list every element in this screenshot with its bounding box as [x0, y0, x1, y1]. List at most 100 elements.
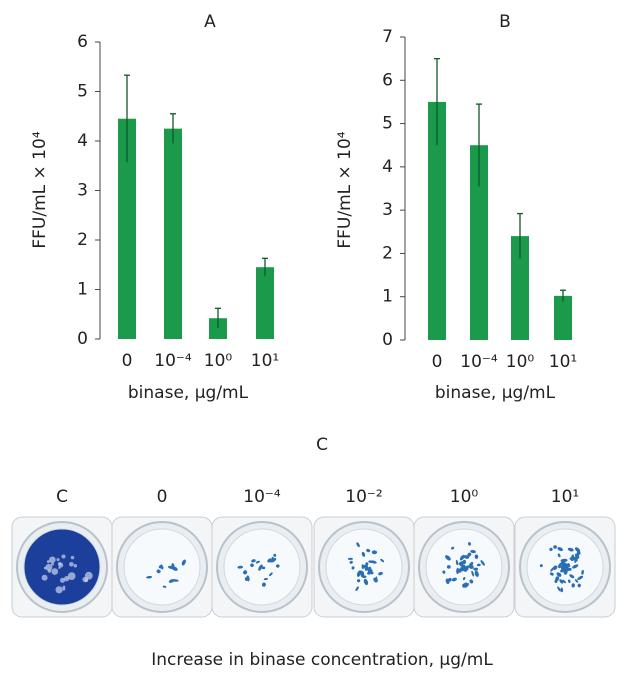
focus [467, 552, 472, 557]
chart-title: B [499, 12, 511, 32]
focus [371, 550, 378, 555]
focus [474, 554, 479, 559]
focus [560, 569, 565, 573]
focus [471, 570, 475, 577]
focus [181, 559, 186, 566]
focus [361, 551, 366, 557]
focus [470, 549, 476, 554]
well-spot [67, 572, 76, 581]
focus [378, 571, 383, 576]
bar [470, 145, 488, 340]
y-tick-label: 5 [77, 82, 88, 102]
focus [364, 566, 370, 571]
focus [160, 564, 164, 570]
focus [480, 560, 485, 566]
bar [118, 118, 136, 339]
y-axis-label: FFU/mL × 10⁴ [335, 131, 355, 248]
focus [577, 575, 584, 581]
focus [577, 583, 581, 588]
focus [367, 571, 371, 575]
x-tick-label: 10⁰ [204, 351, 233, 371]
y-tick-label: 2 [77, 230, 88, 250]
focus [463, 555, 470, 559]
focus [557, 547, 563, 552]
y-axis-label: FFU/mL × 10⁴ [30, 131, 50, 248]
focus [574, 556, 578, 564]
x-tick-label: 10¹ [251, 351, 279, 371]
focus [574, 579, 579, 583]
well-spot [70, 555, 75, 560]
well-spot [47, 569, 52, 573]
focus [559, 579, 564, 584]
well-spot [84, 571, 93, 580]
focus [355, 586, 359, 592]
focus [363, 578, 369, 586]
focus [462, 577, 466, 581]
focus [459, 554, 465, 561]
focus [380, 558, 385, 563]
y-tick-label: 6 [382, 70, 393, 90]
focus [557, 586, 561, 592]
focus [563, 570, 568, 575]
well-spot [45, 563, 53, 571]
focus [347, 557, 353, 560]
focus [243, 570, 248, 575]
well-spot [51, 562, 54, 566]
panel-title: C [316, 435, 328, 455]
well-spot [57, 561, 62, 566]
focus [473, 567, 479, 571]
x-tick-label: 10¹ [549, 352, 577, 372]
focus [553, 565, 558, 570]
y-tick-label: 7 [382, 27, 393, 47]
focus [556, 572, 562, 577]
well-label: 10⁻² [345, 487, 382, 507]
bar [511, 236, 529, 340]
well-spot [73, 564, 78, 568]
well-spot [61, 554, 66, 559]
y-tick-label: 3 [77, 181, 88, 201]
bar [554, 295, 572, 340]
focus [567, 547, 574, 552]
focus [572, 564, 579, 569]
y-tick-label: 6 [77, 32, 88, 52]
focus [567, 567, 572, 571]
focus [368, 566, 372, 572]
focus [359, 570, 365, 575]
well-spot [84, 578, 89, 583]
well-spot [51, 568, 59, 575]
y-tick-label: 1 [77, 280, 88, 300]
well-spot [58, 566, 61, 569]
focus [276, 564, 280, 568]
focus [363, 564, 369, 568]
y-tick-label: 5 [382, 114, 393, 134]
focus [373, 577, 378, 583]
focus [462, 582, 468, 587]
focus [146, 575, 153, 579]
focus [237, 565, 244, 569]
focus [474, 570, 479, 577]
focus [251, 559, 256, 563]
focus [469, 579, 474, 584]
x-tick-label: 10⁻⁴ [154, 351, 192, 371]
focus [356, 542, 360, 548]
focus [539, 564, 543, 568]
focus [448, 577, 452, 582]
bar [209, 318, 227, 339]
focus [250, 563, 254, 568]
focus [442, 570, 446, 574]
well-spot [55, 586, 63, 594]
focus [455, 559, 459, 566]
well-label: 10¹ [551, 487, 579, 507]
well-label: C [56, 487, 68, 507]
focus [269, 572, 273, 577]
well-spot [41, 574, 48, 581]
chart-title: A [204, 12, 216, 32]
focus [581, 569, 584, 575]
bar [256, 267, 274, 339]
focus [560, 559, 565, 566]
focus [244, 577, 248, 582]
focus [464, 583, 470, 588]
y-tick-label: 4 [382, 157, 393, 177]
focus [574, 547, 581, 553]
